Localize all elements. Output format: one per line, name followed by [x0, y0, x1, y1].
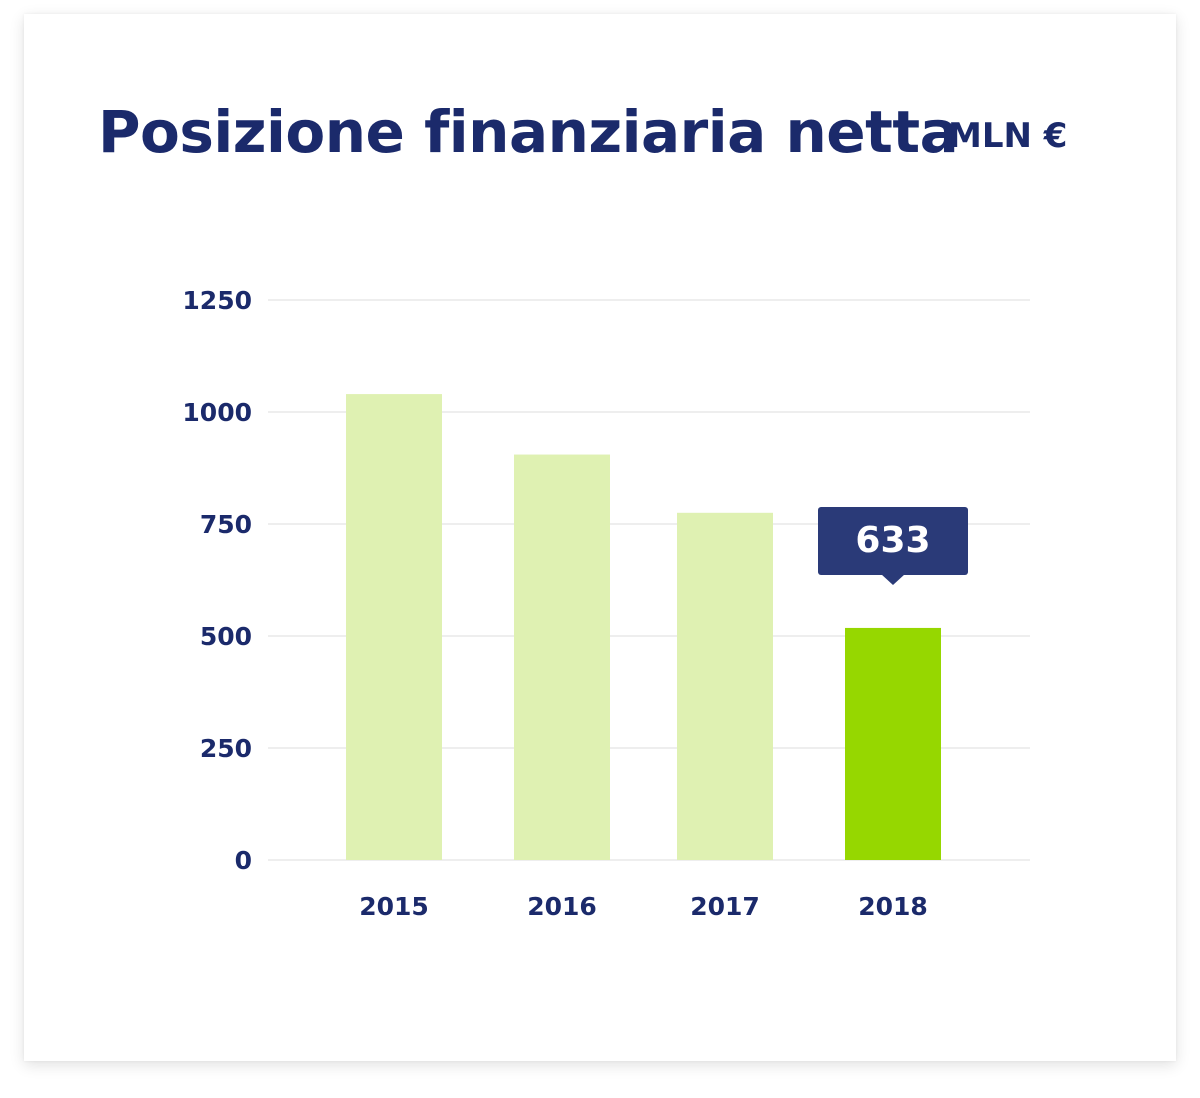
bar-2017 — [677, 512, 773, 860]
bar-2018 — [845, 627, 941, 860]
y-tick-label: 0 — [235, 846, 252, 875]
y-tick-label: 250 — [200, 734, 252, 763]
chart-title: Posizione finanziaria netta — [98, 98, 959, 166]
bar-2016 — [514, 454, 610, 860]
callout-pointer — [881, 574, 905, 585]
value-callout — [818, 507, 968, 575]
x-tick-label: 2017 — [690, 892, 760, 921]
bar-2015 — [346, 394, 442, 860]
y-tick-label: 1000 — [182, 398, 252, 427]
y-tick-label: 750 — [200, 510, 252, 539]
unit-label: MLN € — [948, 116, 1068, 156]
y-tick-label: 500 — [200, 622, 252, 651]
x-tick-label: 2015 — [359, 892, 429, 921]
callout-value: 633 — [855, 520, 930, 561]
x-tick-label: 2016 — [527, 892, 597, 921]
x-tick-label: 2018 — [858, 892, 928, 921]
y-tick-label: 1250 — [182, 286, 252, 315]
